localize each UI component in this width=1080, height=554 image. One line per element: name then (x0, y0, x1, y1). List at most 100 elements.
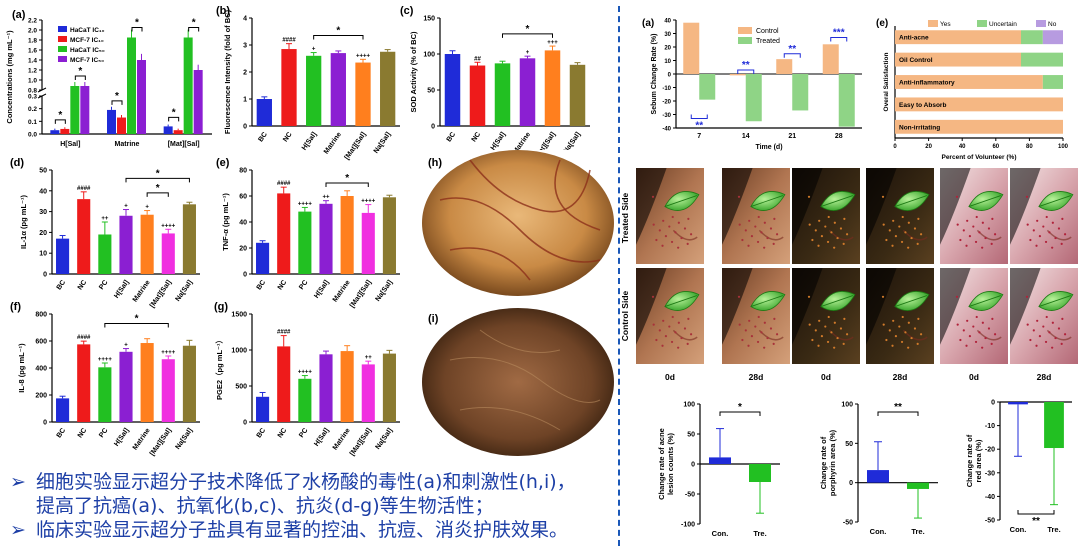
photo-face-1-0-spot (671, 315, 674, 319)
photo-h-vessel (469, 159, 591, 213)
chart-d-bar-3 (119, 215, 133, 274)
chart-satisfaction-bar-4-0 (895, 119, 1063, 134)
chart-e-point-label: ++ (322, 195, 330, 201)
photo-face-0-1-hair (722, 168, 753, 245)
chart-d-x-tick-label: BC (56, 279, 68, 291)
photo-face-1-5-spot (1063, 333, 1067, 336)
chart-satisfaction-legend-swatch (977, 20, 987, 27)
photo-face-0-1-spot (773, 217, 776, 220)
photo-face-1-2-spot (811, 338, 814, 342)
chart-e-bar-4 (340, 196, 354, 274)
photo-face-0-2-spot (820, 235, 824, 238)
chart-f-bar-3 (119, 351, 133, 422)
photo-face-0-0-spot (662, 219, 665, 222)
chart-a-ic50-bracket (188, 27, 200, 32)
chart-a-y-tick-label: 1.8 (28, 38, 37, 45)
photo-face-1-1-spot (748, 319, 751, 322)
chart-a-bar-2-1 (173, 130, 183, 134)
photo-face-1-3-spot (901, 315, 904, 319)
photo-face-0-3-spot (910, 236, 913, 240)
chart-b-y-tick-label: 2 (243, 70, 247, 77)
chart-a-legend-swatch (58, 36, 67, 42)
chart-e-point-label: #### (277, 181, 291, 187)
chart-d-point-label: + (124, 204, 128, 210)
photo-face-1-5-spot (1032, 329, 1035, 332)
photo-face-0-2-spot (818, 219, 821, 222)
photo-face-0-1-spot (737, 195, 741, 198)
photo-face-1-4-spot (981, 321, 984, 324)
chart-c-bar-1 (469, 65, 486, 126)
chart-f-bar-6 (182, 345, 196, 422)
photo-face-1-3-spot (882, 323, 885, 326)
photo-face-0-3-hair (866, 168, 897, 245)
chart-a-y-tick-label: 0.8 (28, 88, 37, 95)
chart-sebum-d21-sig: ** (788, 44, 796, 55)
chart-a-x-tick-label: Matrine (115, 141, 140, 148)
chart-b-x-tick-label: NC (282, 131, 294, 143)
photo-face-1-0-spot (687, 317, 690, 320)
leaf-icon (820, 191, 856, 211)
photo-face-1-3-spot (892, 319, 895, 322)
photo-face-0-5-spot (1051, 246, 1054, 249)
photo-face-0-2-spot (843, 217, 846, 220)
photo-face-1-1-spot (738, 323, 741, 326)
photo-face-1-4-spot (991, 317, 994, 320)
photo-face-1-3-spot (907, 346, 910, 349)
chart-red-bracket (1017, 510, 1055, 515)
chart-c-point-label: +++ (547, 40, 558, 46)
treated-side-label: Treated Side (620, 192, 630, 243)
chart-c-bar-3 (519, 58, 536, 126)
chart-e-x-tick-label: NC (277, 279, 289, 291)
photo-face-0-2-spot (845, 233, 849, 236)
photo-face-0-2-spot (811, 238, 814, 242)
chart-a-panel-label: (a) (12, 9, 26, 21)
chart-sebum-d7-bracket (690, 114, 708, 120)
note-text-2: 提高了抗癌(a)、抗氧化(b,c)、抗炎(d-g)等生物活性； (36, 495, 494, 517)
photo-face-0-2-spot (824, 225, 827, 228)
chart-sebum-y-tick-label: -20 (662, 100, 671, 106)
chart-a-bar-1-0 (107, 109, 116, 134)
chart-sebum-y-tick-label: 0 (668, 73, 672, 79)
photo-face-0-0-hair (636, 168, 667, 245)
chart-d-bar-4 (140, 214, 154, 274)
photo-face-0-5-spot (1060, 242, 1063, 245)
photo-face-0-0-spot (686, 242, 689, 245)
chart-g-ylabel: PGE2（pg mL⁻¹） (214, 336, 224, 400)
photo-face-1-2-spot (814, 329, 817, 332)
photo-face-0-2-spot (833, 246, 836, 249)
photo-face-0-4-spot (981, 221, 984, 224)
photo-face-1-3-spot (916, 342, 919, 345)
photo-face-0-4-spot (984, 236, 987, 240)
photo-face-0-0-spot (687, 217, 690, 220)
chart-satisfaction-legend-label: No (1048, 21, 1057, 28)
photo-face-0-3-spot (907, 246, 910, 249)
chart-a-ic10-bracket (54, 119, 66, 124)
chart-f-point-label: ++++ (98, 357, 113, 363)
leaf-icon-vein (664, 295, 698, 307)
photo-face-1-5-spot (1061, 317, 1064, 320)
photo-face-0-3-spot (882, 223, 885, 226)
chart-acne-y-tick-label: 100 (683, 402, 695, 409)
photo-face-1-0-spot (686, 342, 689, 345)
photo-face-1-0-spot (662, 319, 665, 322)
chart-sebum-y-tick-label: -10 (662, 86, 671, 92)
photo-face-1-4-spot (959, 338, 962, 342)
chart-g-bar-2 (298, 378, 312, 422)
photo-face-0-1-spot (741, 238, 744, 242)
photo-face-0-5-hair (1010, 168, 1041, 245)
chart-b-bar-0 (256, 99, 272, 126)
photo-face-1-2-spot (808, 323, 811, 326)
chart-b-point-label: ++++ (356, 53, 371, 59)
chart-acne-bar-1 (749, 464, 771, 482)
chart-sebum-xlabel: Time (d) (755, 144, 782, 151)
chart-a-legend-swatch (58, 26, 67, 32)
photo-face-0-0-spot (683, 227, 687, 230)
photo-face-0-3-spot (888, 229, 891, 232)
photo-face-0-5-spot (1038, 235, 1042, 238)
chart-d-x-tick-label: PC (98, 279, 109, 291)
chart-red-x-tick-label: Tre. (1047, 525, 1060, 534)
photo-face-0-2-spot (827, 215, 830, 219)
chart-sebum-y-tick-label: -40 (662, 127, 671, 133)
photo-face-1-4-spot (978, 331, 981, 334)
chart-e-bar-5 (361, 212, 375, 274)
